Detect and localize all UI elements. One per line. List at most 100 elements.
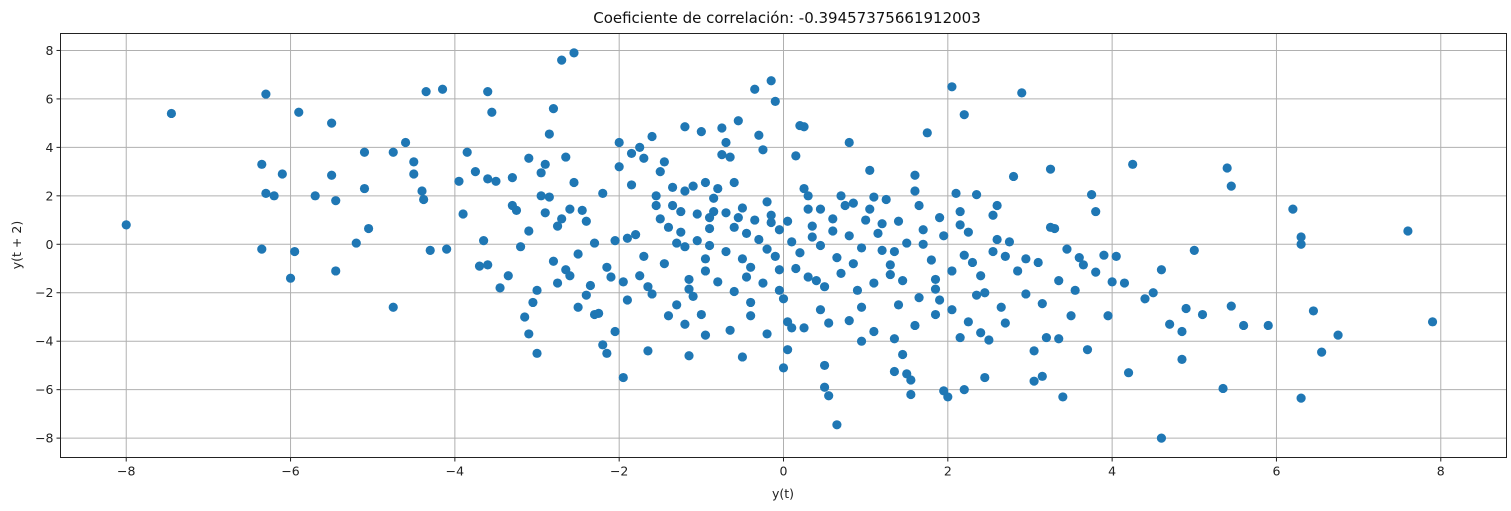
data-point [783, 345, 793, 355]
chart-title: Coeficiente de correlación: -0.394573756… [593, 9, 981, 27]
data-point [635, 271, 645, 281]
data-point [351, 238, 361, 248]
data-point [692, 209, 702, 219]
data-point [865, 165, 875, 175]
data-point [684, 351, 694, 361]
data-point [421, 87, 431, 97]
data-point [1000, 251, 1010, 262]
data-point [1058, 392, 1068, 402]
data-point [470, 167, 481, 177]
data-point [704, 223, 715, 234]
data-point [819, 360, 830, 371]
data-point [893, 300, 904, 310]
data-point [881, 194, 891, 205]
data-point [947, 305, 957, 315]
data-point [589, 238, 600, 248]
data-point [832, 420, 842, 430]
data-point [269, 191, 279, 201]
data-point [815, 204, 826, 214]
data-point [680, 122, 690, 132]
data-point [746, 262, 756, 272]
data-point [939, 231, 949, 241]
data-point [331, 266, 341, 276]
data-point [540, 159, 550, 169]
data-point [1082, 345, 1093, 355]
data-point [1156, 265, 1167, 275]
data-point [865, 204, 875, 214]
y-tick-label: 6 [46, 91, 54, 106]
y-tick-label: 2 [46, 188, 54, 203]
data-point [536, 168, 546, 178]
data-point [581, 290, 591, 300]
data-point [906, 375, 916, 385]
data-point [733, 116, 743, 126]
y-tick-label: −8 [35, 431, 53, 446]
data-point [893, 216, 904, 226]
data-point [688, 181, 698, 191]
data-point [327, 118, 337, 128]
data-point [557, 214, 567, 224]
data-point [898, 349, 908, 360]
data-point [684, 274, 694, 285]
data-point [910, 170, 920, 180]
data-point [873, 228, 883, 238]
data-point [721, 137, 731, 148]
data-point [992, 234, 1002, 245]
data-point [766, 217, 776, 228]
data-point [606, 272, 616, 282]
data-point [528, 297, 538, 308]
data-point [524, 329, 534, 339]
data-point [967, 257, 978, 268]
data-point [922, 128, 932, 138]
data-point [602, 348, 612, 358]
data-point [848, 198, 858, 208]
data-point [327, 170, 337, 180]
data-point [1091, 267, 1101, 277]
data-point [483, 174, 493, 184]
data-point [573, 302, 583, 312]
data-point [844, 316, 854, 326]
data-point [725, 152, 735, 162]
data-point [791, 263, 801, 274]
data-point [561, 152, 571, 162]
data-point [803, 204, 813, 214]
data-point [594, 308, 604, 318]
data-point [639, 251, 649, 262]
data-point [819, 282, 830, 292]
data-point [1066, 311, 1076, 321]
data-point [729, 286, 739, 297]
data-point [963, 317, 973, 327]
data-point [277, 169, 287, 179]
data-point [856, 302, 867, 312]
data-point [622, 233, 632, 243]
data-point [1263, 320, 1273, 331]
data-point [474, 261, 485, 271]
x-tick-label: −2 [610, 464, 628, 479]
data-point [1045, 222, 1056, 232]
data-point [746, 311, 756, 321]
data-point [766, 210, 776, 220]
data-point [947, 82, 957, 92]
data-point [647, 289, 657, 299]
data-point [680, 319, 690, 329]
data-point [799, 323, 809, 333]
data-point [898, 276, 908, 286]
data-point [1111, 251, 1121, 262]
data-point [955, 220, 965, 230]
data-point [996, 302, 1006, 312]
data-point [836, 191, 846, 201]
data-point [746, 297, 756, 308]
data-point [791, 151, 801, 161]
data-point [1000, 318, 1010, 328]
data-point [750, 84, 760, 94]
data-point [419, 194, 429, 205]
data-point [400, 137, 411, 148]
data-point [774, 225, 784, 235]
data-point [717, 150, 727, 160]
data-point [257, 244, 267, 254]
data-point [672, 300, 682, 310]
data-point [663, 311, 674, 321]
data-point [935, 295, 945, 305]
data-point [910, 186, 920, 196]
